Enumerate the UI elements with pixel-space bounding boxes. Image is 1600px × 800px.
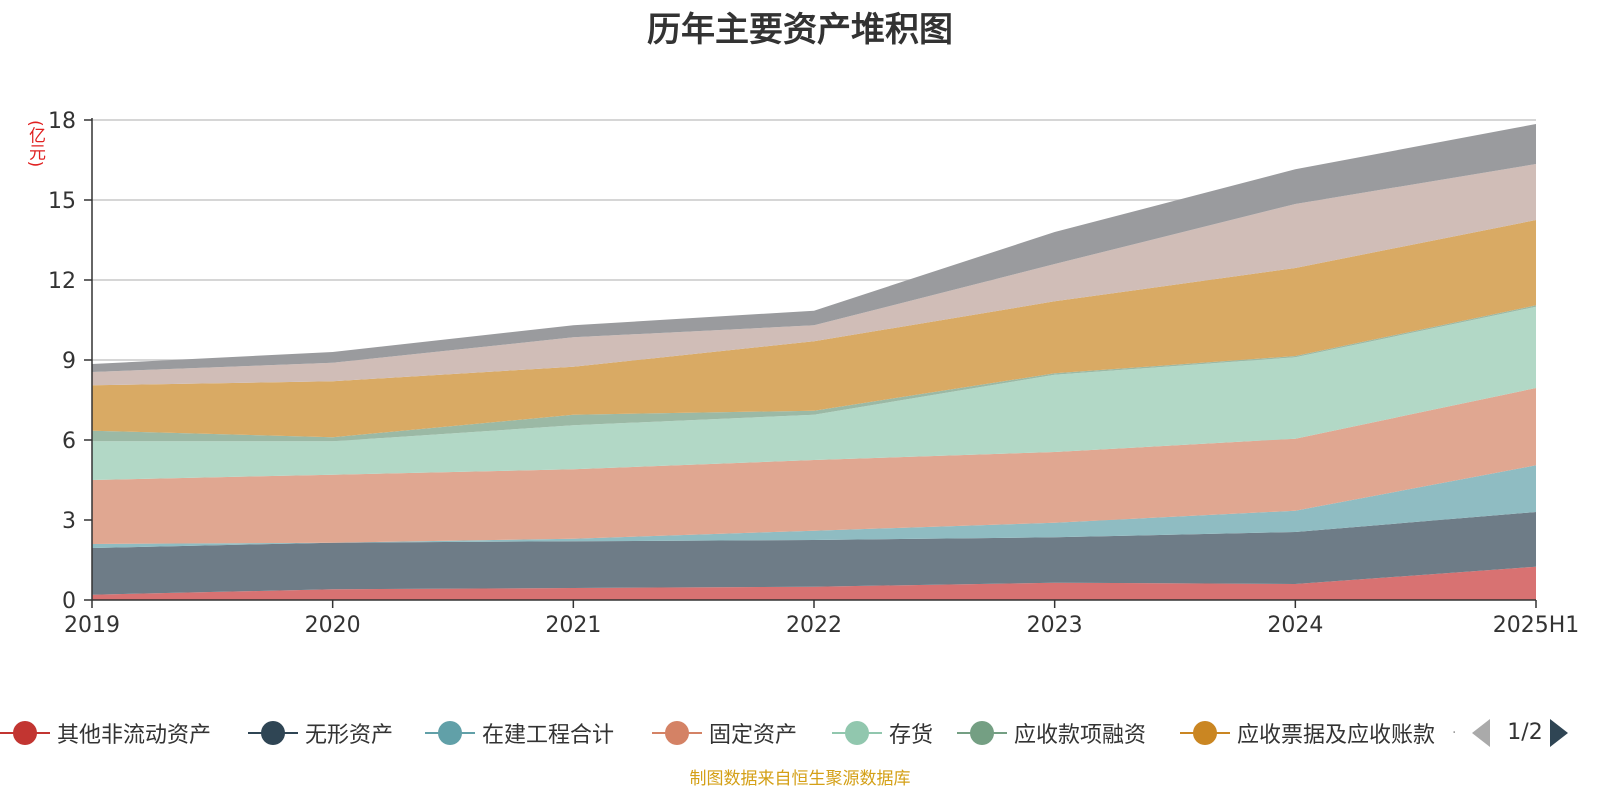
- source-note: 制图数据来自恒生聚源数据库: [689, 769, 911, 789]
- area-series-4[interactable]: [92, 306, 1536, 480]
- y-tick-label: 18: [48, 109, 76, 134]
- x-tick-label: 2024: [1267, 613, 1323, 638]
- y-tick-label: 9: [62, 349, 76, 374]
- legend-label: 固定资产: [709, 723, 798, 748]
- legend-label: 在建工程合计: [482, 723, 615, 748]
- y-axis-unit: (亿元): [25, 120, 45, 168]
- legend-label: 存货: [889, 723, 934, 748]
- y-tick-label: 15: [48, 189, 76, 214]
- legend-marker-icon: [832, 720, 882, 746]
- x-tick-label: 2019: [64, 613, 120, 638]
- area-series-6[interactable]: [92, 220, 1536, 438]
- legend-page-indicator: 1/2: [1507, 720, 1543, 745]
- legend-item-2[interactable]: 在建工程合计: [425, 713, 614, 753]
- legend-marker-icon: [1180, 720, 1230, 746]
- legend-item-3[interactable]: 固定资产: [652, 713, 797, 753]
- legend-label: 应收款项融资: [1014, 723, 1147, 748]
- legend-marker-icon: [0, 720, 50, 746]
- legend-item-0[interactable]: 其他非流动资产: [0, 713, 211, 753]
- legend-marker-icon: [248, 720, 298, 746]
- legend-marker-icon: [425, 720, 475, 746]
- x-tick-label: 2025H1: [1493, 613, 1580, 638]
- x-tick-label: 2023: [1027, 613, 1083, 638]
- y-tick-label: 3: [62, 509, 76, 534]
- y-tick-label: 0: [62, 589, 76, 614]
- x-tick-label: 2021: [545, 613, 601, 638]
- x-tick-label: 2020: [305, 613, 361, 638]
- legend-marker-icon: [957, 720, 1007, 746]
- legend-item-4[interactable]: 存货: [832, 713, 933, 753]
- area-series-0[interactable]: [92, 566, 1536, 600]
- legend-marker-icon: [652, 720, 702, 746]
- area-series-2[interactable]: [92, 465, 1536, 548]
- legend-item-5[interactable]: 应收款项融资: [957, 713, 1146, 753]
- legend-separator: ·: [1452, 725, 1457, 741]
- legend-next-page-icon[interactable]: [1550, 719, 1568, 747]
- area-series-5[interactable]: [92, 305, 1536, 442]
- legend-pager: 1/2: [1470, 713, 1600, 753]
- chart-title: 历年主要资产堆积图: [647, 10, 953, 50]
- plot-area: 0 3 6 9 12 15 18 2019 2020 2021 2022 2023 2024 2025H1: [48, 109, 1580, 638]
- area-series-8[interactable]: [92, 124, 1536, 372]
- y-tick-label: 6: [62, 429, 76, 454]
- area-series-7[interactable]: [92, 164, 1536, 386]
- legend-label: 应收票据及应收账款: [1237, 723, 1436, 748]
- legend: 其他非流动资产 无形资产 在建工程合计 固定资产 存货 应收款项融资 应收票据及应收账款 ·…: [0, 713, 1600, 753]
- legend-label: 无形资产: [305, 723, 394, 748]
- area-series-3[interactable]: [92, 388, 1536, 544]
- legend-label: 其他非流动资产: [57, 723, 212, 748]
- x-tick-label: 2022: [786, 613, 842, 638]
- legend-prev-page-icon[interactable]: [1472, 719, 1490, 747]
- y-tick-label: 12: [48, 269, 76, 294]
- area-series-1[interactable]: [92, 512, 1536, 595]
- legend-item-6[interactable]: 应收票据及应收账款: [1180, 713, 1435, 753]
- legend-item-1[interactable]: 无形资产: [248, 713, 393, 753]
